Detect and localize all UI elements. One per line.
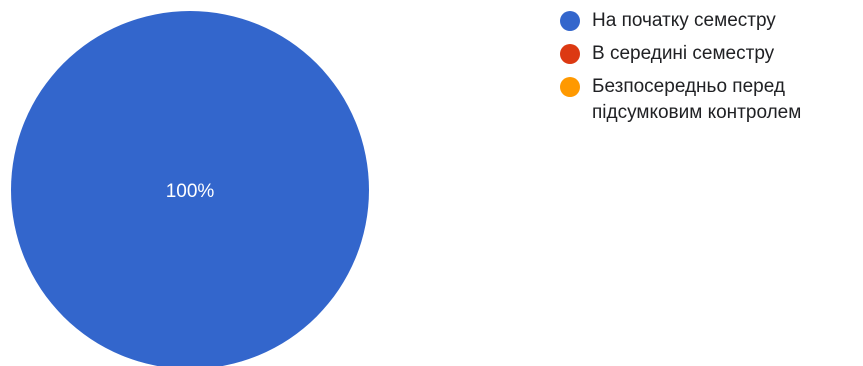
legend-swatch-icon [560, 11, 580, 31]
legend-item[interactable]: Безпосередньо перед підсумковим контроле… [560, 74, 860, 126]
legend-label: В середині семестру [592, 43, 775, 64]
slice-percent-label: 100% [166, 181, 215, 202]
pie-slice-labels: 100% [166, 181, 215, 202]
legend-swatch-icon [560, 77, 580, 97]
pie-slices [11, 11, 369, 366]
pie-slice[interactable] [11, 11, 369, 366]
legend-item[interactable]: В середині семестру [560, 41, 860, 67]
legend-label: Безпосередньо перед підсумковим контроле… [592, 76, 802, 123]
chart-legend: На початку семестру В середині семестру … [560, 8, 860, 133]
legend-swatch-icon [560, 44, 580, 64]
legend-item[interactable]: На початку семестру [560, 8, 860, 34]
legend-label: На початку семестру [592, 10, 776, 31]
